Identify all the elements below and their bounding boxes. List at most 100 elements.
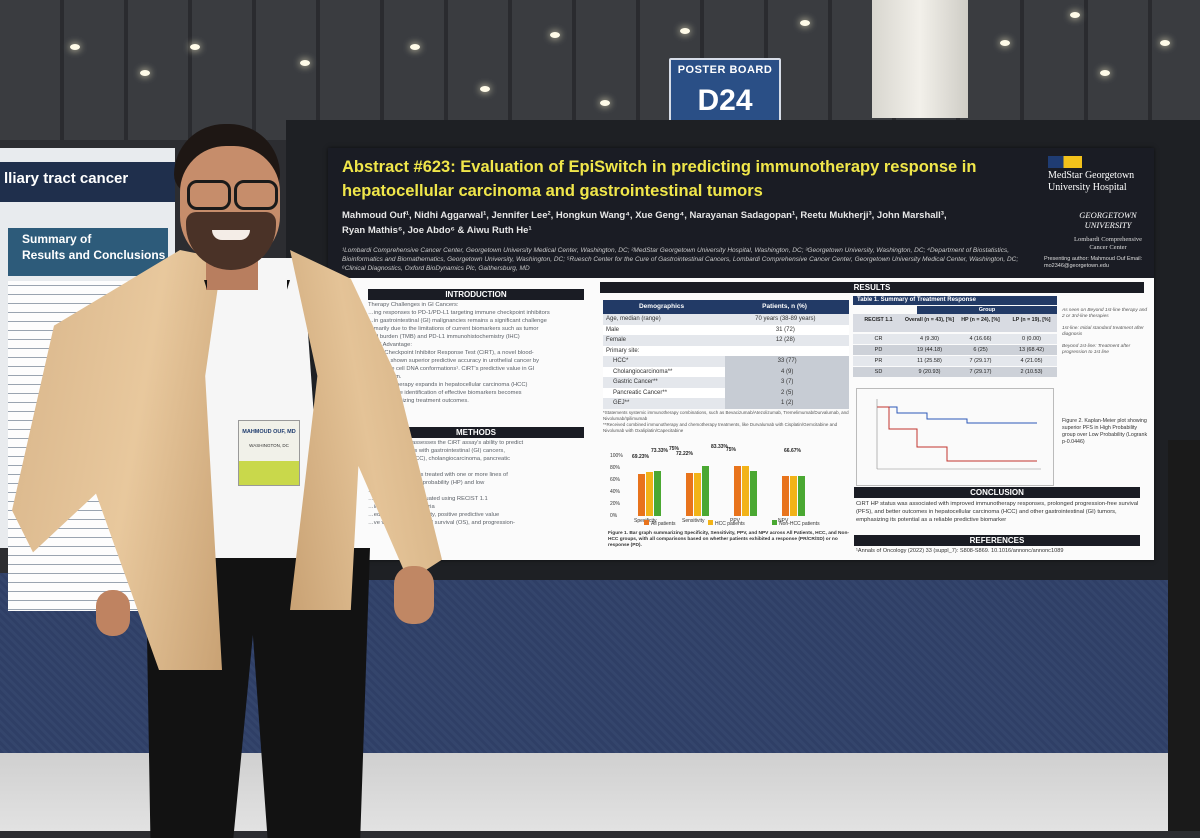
text-line: …al burden (TMB) and PD-L1 immunohistoch… [368, 334, 520, 340]
table-cell: Female [606, 337, 627, 343]
research-poster: Abstract #623: Evaluation of EpiSwitch i… [328, 148, 1154, 560]
table-cell: 7 (29.17) [969, 369, 992, 375]
bar [638, 474, 645, 516]
table-cell: CR [874, 336, 883, 342]
table-cell: 19 (44.18) [916, 347, 943, 353]
table-row: GEJ** 1 (2) [603, 398, 849, 409]
text-line: …ar carcinoma (HCC), cholangiocarcinoma,… [368, 456, 511, 462]
sign-code: D24 [697, 84, 753, 117]
x-tick-label: NPV [778, 518, 789, 524]
table-header-cell: Demographics [603, 300, 721, 314]
table-header-row: RECIST 1.1 Overall (n = 43), [%] HP (n = 2… [853, 314, 1057, 332]
summary-box [8, 228, 168, 276]
table-row: Male 31 (72) [603, 324, 849, 335]
table-header-cell: RECIST 1.1 [864, 317, 893, 323]
data-label: 72.22% [676, 451, 693, 457]
summary-heading: Results and Conclusions [22, 248, 166, 262]
ceiling-light [680, 28, 690, 34]
y-tick-label: 20% [610, 501, 621, 507]
table-cell: 1 (2) [725, 398, 849, 409]
table-cell: Age, median (range) [606, 316, 661, 322]
bar [742, 466, 749, 516]
person-smile [212, 230, 250, 240]
glasses-icon [234, 180, 278, 210]
poster-affiliations: ¹Lombardi Comprehensive Cancer Center, G… [342, 247, 1019, 272]
table-cell: 3 (7) [725, 377, 849, 388]
text-line: …outcomes were evaluated using RECIST 1.… [368, 496, 488, 502]
table-row: Cholangiocarcinoma** 4 (9) [603, 366, 849, 377]
bar [798, 476, 805, 516]
ceiling-light [190, 44, 200, 50]
table-cell: 4 (21.05) [1020, 358, 1043, 364]
table-cell: 2 (5) [725, 387, 849, 398]
legend-swatch [708, 520, 713, 525]
text-line: …immune cell DNA conformations¹. CiRT's … [368, 366, 535, 372]
poster-title: Abstract #623: Evaluation of EpiSwitch i… [342, 158, 977, 176]
presenter-info: Presenting author: Mahmoud Ouf Email: mo… [1044, 256, 1143, 269]
georgetown-logo: GEORGETOWN UNIVERSITY [1079, 210, 1137, 230]
ceiling-light [140, 70, 150, 76]
table-cell: PD [874, 347, 883, 353]
medstar-logo-icon [1048, 156, 1082, 168]
bar-chart: 100%80%60%40%20%0%SpecificitySensitivity… [610, 444, 836, 530]
table-row: Female 12 (28) [603, 335, 849, 346]
poster-authors: Mahmoud Ouf¹, Nidhi Aggarwal¹, Jennifer … [342, 210, 947, 221]
demographics-footnote: *Statements systemic immunotherapy combi… [603, 410, 849, 421]
text-line: …in gastrointestinal (GI) malignancies r… [368, 318, 547, 324]
x-tick-label: Sensitivity [682, 518, 705, 524]
ceiling-light [1070, 12, 1080, 18]
ceiling-light [1160, 40, 1170, 46]
legend-swatch [644, 520, 649, 525]
legend-item: Non-HCC patients [772, 520, 820, 527]
side-note: As seen on Beyond 1st-line therapy and 2… [1062, 308, 1148, 319]
poster-stand [1168, 440, 1200, 831]
pillar [872, 0, 968, 118]
table-cell: 4 (16.66) [969, 336, 992, 342]
table-cell: 31 (72) [775, 326, 795, 333]
conclusion-heading: CONCLUSION [854, 487, 1140, 498]
text-line: …classified into high probability (HP) a… [368, 480, 485, 486]
ceiling-light [800, 20, 810, 26]
convention-ceiling [0, 0, 1200, 140]
table-header-cell: LP (n = 19), [%] [1012, 317, 1051, 323]
methods-heading: METHODS [368, 427, 584, 438]
text-line: …yet known. [368, 373, 584, 381]
legend-label: All patients [651, 521, 676, 527]
ceiling-light [600, 100, 610, 106]
chart-legend: All patients HCC patients Non-HCC patients [644, 520, 844, 528]
table-header-cell: Overall (n = 43), [%] [904, 317, 955, 323]
table-row: SD 9 (20.93) 7 (29.17) 2 (10.53) [853, 367, 1057, 377]
table-cell: 2 (10.53) [1020, 369, 1043, 375]
bar [782, 476, 789, 516]
badge-city: WASHINGTON, DC [249, 443, 289, 448]
badge-name: MAHMOUD OUF, MD [242, 429, 296, 435]
poster-header [328, 148, 1154, 278]
summary-heading: Summary of [22, 232, 92, 246]
table-header-cell: HP (n = 24), [%] [961, 317, 1000, 323]
side-note: Beyond 1st-line: Treatment after progres… [1062, 344, 1131, 355]
neighbor-poster-title: lliary tract cancer [4, 170, 129, 187]
name-badge: MAHMOUD OUF, MD WASHINGTON, DC [238, 420, 300, 486]
bar [646, 472, 653, 516]
km-curve-hp [877, 406, 1037, 424]
text-line: …ed sensitivity, specificity, positive p… [368, 512, 500, 518]
table-cell: 6 (25) [973, 347, 988, 353]
group-header: Group [917, 306, 1057, 314]
poster-title: hepatocellular carcinoma and gastrointes… [342, 182, 763, 200]
ceiling-light [410, 44, 420, 50]
reference-text: ¹Annals of Oncology (2022) 33 (suppl_7):… [856, 548, 1064, 554]
person-hand [394, 566, 434, 624]
x-tick-label: PPV [730, 518, 741, 524]
legend-item: HCC patients [708, 520, 745, 527]
plot-area [638, 456, 828, 516]
results-heading: RESULTS [600, 282, 1144, 293]
medstar-logo: MedStar Georgetown University Hospital [1048, 170, 1135, 193]
text-line: …tumors, the identification of effective… [368, 390, 522, 396]
ceiling-light [70, 44, 80, 50]
treatment-response-table: Group RECIST 1.1 Overall (n = 43), [%] HP (… [853, 306, 1057, 384]
text-line: …ers with GI cancers treated with one or… [368, 472, 508, 478]
text-line: …ve value (NPV), overall survival (OS), … [368, 520, 515, 526]
text-line: …onses in patients with gastrointestinal… [368, 448, 505, 454]
figure1-caption: Figure 1. Bar graph summarizing Specific… [608, 531, 849, 548]
km-curve-lp [877, 406, 1037, 462]
